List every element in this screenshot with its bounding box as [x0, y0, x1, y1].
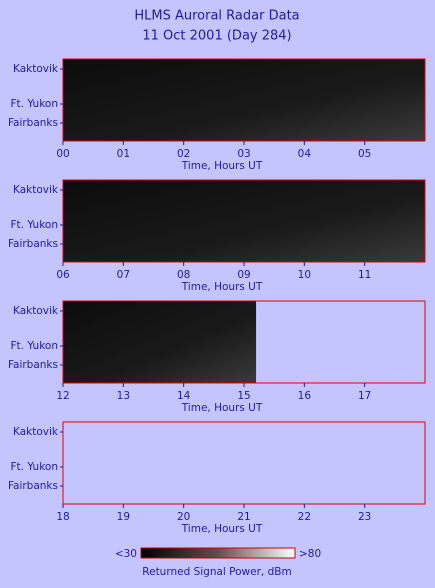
- x-axis-label: Time, Hours UT: [181, 281, 263, 293]
- x-tick-label: 20: [177, 511, 190, 523]
- x-tick-label: 21: [237, 511, 250, 523]
- x-tick-label: 18: [56, 511, 69, 523]
- y-tick-label: Ft. Yukon: [11, 340, 58, 352]
- title: HLMS Auroral Radar Data: [134, 9, 299, 24]
- colorbar: [140, 547, 296, 559]
- x-tick-label: 13: [117, 390, 130, 402]
- y-tick-label: Fairbanks: [8, 238, 58, 250]
- x-tick-label: 01: [117, 148, 130, 160]
- x-tick-label: 15: [237, 390, 250, 402]
- colorbar-label: Returned Signal Power, dBm: [142, 566, 291, 578]
- x-tick-label: 12: [56, 390, 69, 402]
- x-tick-label: 08: [177, 269, 190, 281]
- x-tick-label: 14: [177, 390, 191, 402]
- y-tick-label: Fairbanks: [8, 359, 58, 371]
- y-tick-label: Ft. Yukon: [11, 461, 58, 473]
- x-tick-label: 05: [358, 148, 371, 160]
- y-tick-label: Kaktovik: [13, 184, 59, 196]
- y-tick-label: Kaktovik: [13, 63, 59, 75]
- colorbar-max: >80: [299, 548, 321, 560]
- y-tick-label: Kaktovik: [13, 426, 59, 438]
- x-tick-label: 03: [237, 148, 250, 160]
- x-tick-label: 17: [358, 390, 371, 402]
- subtitle: 11 Oct 2001 (Day 284): [142, 29, 291, 44]
- x-tick-label: 22: [298, 511, 311, 523]
- x-tick-label: 16: [298, 390, 312, 402]
- panel-frame: [62, 421, 426, 505]
- x-tick-label: 09: [237, 269, 250, 281]
- x-tick-label: 19: [117, 511, 130, 523]
- x-tick-label: 11: [358, 269, 371, 281]
- radar-image: [63, 301, 257, 383]
- y-tick-label: Fairbanks: [8, 117, 58, 129]
- x-axis-label: Time, Hours UT: [181, 160, 263, 172]
- x-tick-label: 07: [117, 269, 130, 281]
- x-axis-label: Time, Hours UT: [181, 402, 263, 414]
- x-tick-label: 04: [298, 148, 312, 160]
- x-axis-label: Time, Hours UT: [181, 523, 263, 535]
- y-tick-label: Ft. Yukon: [11, 98, 58, 110]
- radar-image: [63, 180, 425, 262]
- y-tick-label: Fairbanks: [8, 480, 58, 492]
- colorbar-min: <30: [115, 548, 137, 560]
- x-tick-label: 02: [177, 148, 190, 160]
- x-tick-label: 10: [298, 269, 311, 281]
- y-tick-label: Ft. Yukon: [11, 219, 58, 231]
- x-tick-label: 23: [358, 511, 371, 523]
- radar-image: [63, 59, 425, 141]
- y-tick-label: Kaktovik: [13, 305, 59, 317]
- x-tick-label: 06: [56, 269, 70, 281]
- x-tick-label: 00: [56, 148, 69, 160]
